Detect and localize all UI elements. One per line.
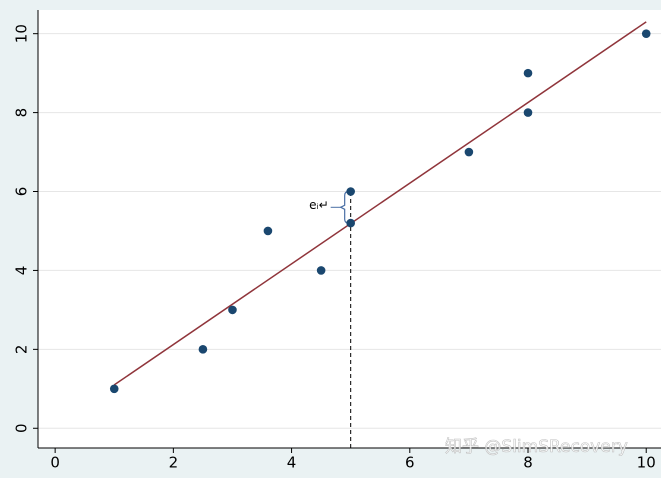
x-tick-label: 4 xyxy=(287,454,297,472)
point xyxy=(346,218,355,228)
y-tick-label: 6 xyxy=(13,187,31,197)
point xyxy=(346,187,355,196)
x-tick-label: 6 xyxy=(405,454,415,472)
y-tick-label: 8 xyxy=(13,108,31,118)
y-tick-label: 2 xyxy=(13,345,31,355)
point xyxy=(198,345,208,354)
point xyxy=(263,226,273,236)
y-tick-label: 4 xyxy=(13,266,31,276)
fit-line xyxy=(113,21,647,386)
x-tick-label: 8 xyxy=(523,454,533,472)
watermark: 知乎 @SlimSRecovery xyxy=(445,437,628,457)
x-tick-label: 2 xyxy=(169,454,179,472)
point xyxy=(228,305,237,315)
x-tick-label: 10 xyxy=(637,454,656,472)
point xyxy=(641,29,651,38)
point xyxy=(523,108,533,117)
x-tick-label: 0 xyxy=(50,454,60,472)
point xyxy=(109,384,119,394)
point xyxy=(523,68,533,78)
point xyxy=(316,266,326,275)
residual-label: eᵢ↵ xyxy=(309,198,329,212)
y-tick-label: 0 xyxy=(13,423,31,433)
point xyxy=(464,147,474,157)
y-tick-label: 10 xyxy=(13,24,31,43)
